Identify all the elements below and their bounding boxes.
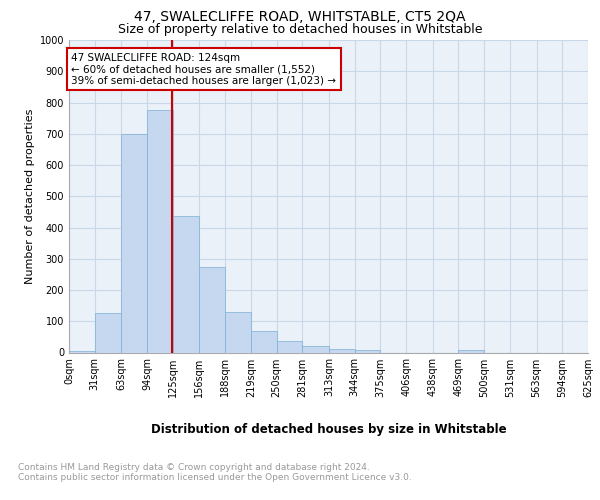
Bar bbox=[173, 216, 199, 352]
Text: Size of property relative to detached houses in Whitstable: Size of property relative to detached ho… bbox=[118, 22, 482, 36]
Bar bbox=[69, 351, 95, 352]
Bar bbox=[251, 331, 277, 352]
Bar bbox=[199, 266, 225, 352]
Bar bbox=[225, 312, 251, 352]
Bar bbox=[355, 350, 380, 352]
Text: Contains HM Land Registry data © Crown copyright and database right 2024.
Contai: Contains HM Land Registry data © Crown c… bbox=[18, 462, 412, 482]
Bar bbox=[121, 134, 147, 352]
Y-axis label: Number of detached properties: Number of detached properties bbox=[25, 108, 35, 284]
Text: 47, SWALECLIFFE ROAD, WHITSTABLE, CT5 2QA: 47, SWALECLIFFE ROAD, WHITSTABLE, CT5 2Q… bbox=[134, 10, 466, 24]
Bar bbox=[147, 110, 173, 352]
Bar bbox=[95, 312, 121, 352]
Text: Distribution of detached houses by size in Whitstable: Distribution of detached houses by size … bbox=[151, 422, 506, 436]
Bar bbox=[302, 346, 329, 352]
Bar bbox=[277, 340, 302, 352]
Text: 47 SWALECLIFFE ROAD: 124sqm
← 60% of detached houses are smaller (1,552)
39% of : 47 SWALECLIFFE ROAD: 124sqm ← 60% of det… bbox=[71, 52, 337, 86]
Bar bbox=[458, 350, 484, 352]
Bar bbox=[329, 350, 355, 352]
